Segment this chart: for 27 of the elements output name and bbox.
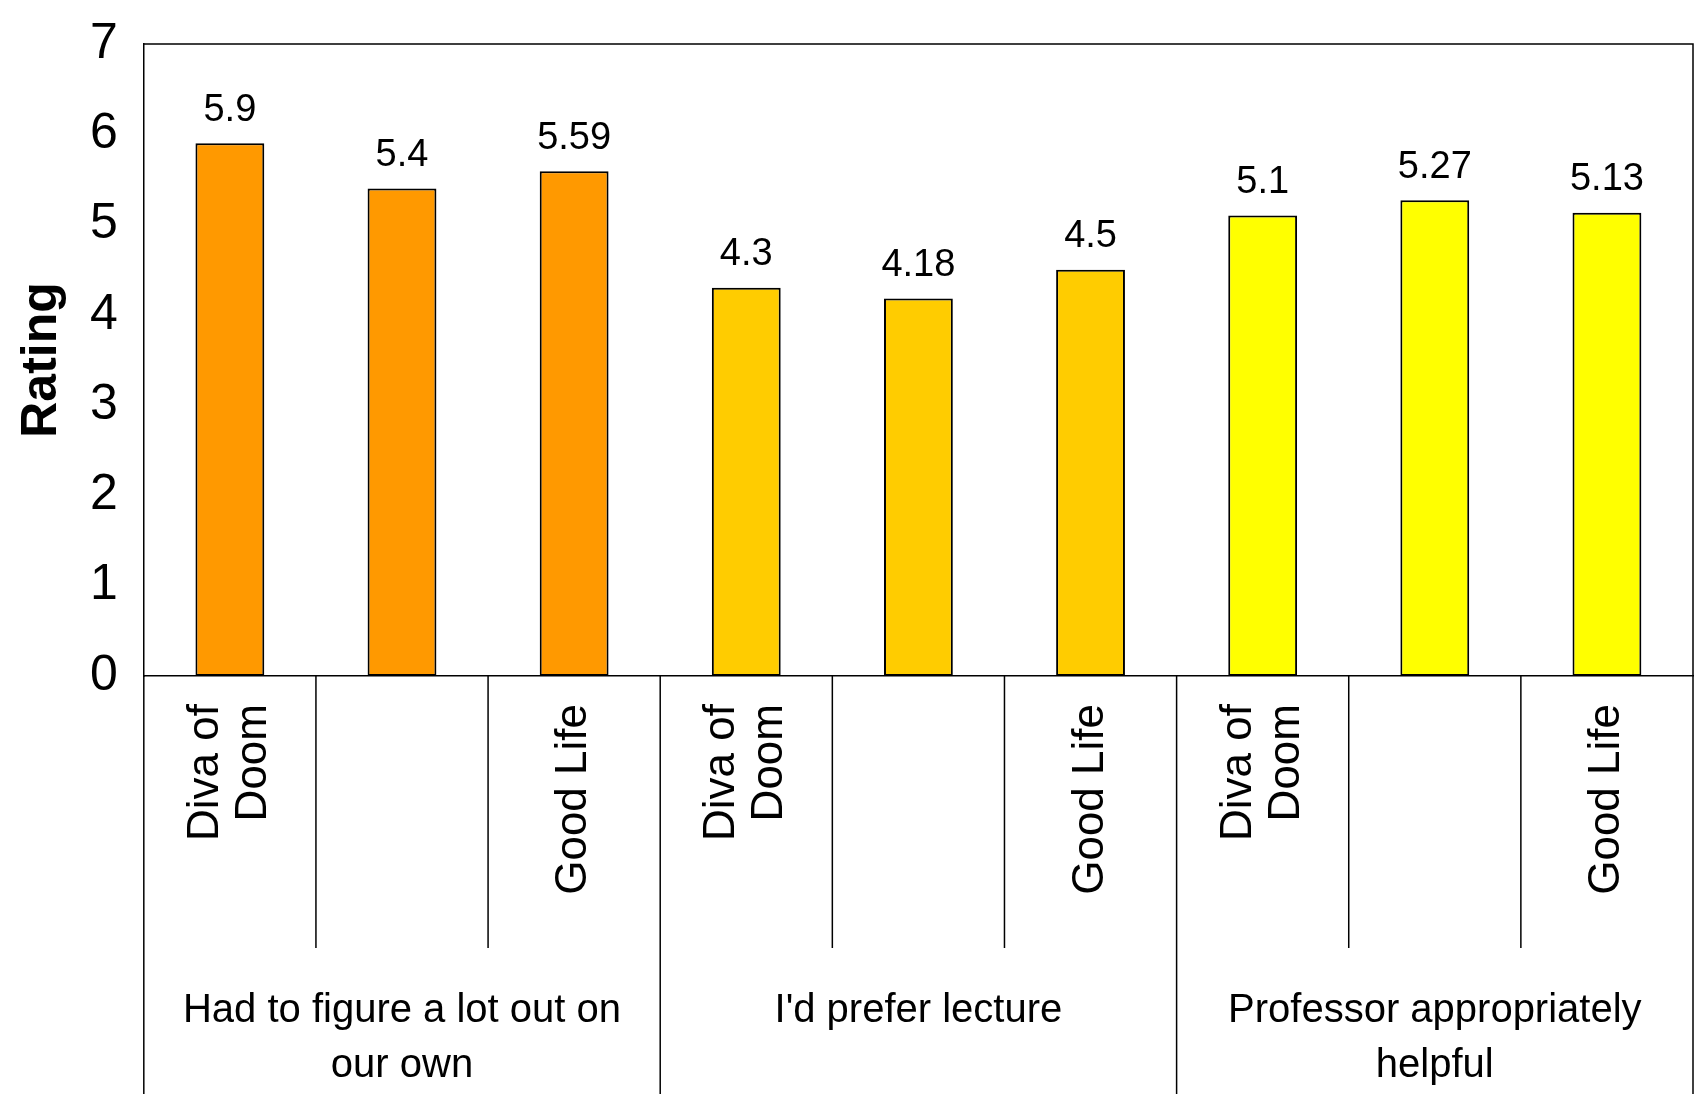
y-tick-label: 6 xyxy=(90,103,118,160)
x-tick-label: Good Life xyxy=(546,704,596,895)
data-label: 5.13 xyxy=(1569,156,1644,199)
y-axis-title: Rating xyxy=(10,282,67,438)
text: I'd prefer lecture xyxy=(774,986,1063,1031)
y-tick-label: 1 xyxy=(90,554,118,611)
y-tick-label: 0 xyxy=(90,644,118,701)
x-tick-label: Diva of Doom xyxy=(178,703,276,841)
x-tick-label: Good Life xyxy=(1062,704,1112,895)
text: Had to figure a lot out on our own xyxy=(182,986,622,1086)
y-tick-label: 2 xyxy=(90,464,118,521)
data-label: 5.9 xyxy=(203,86,257,129)
data-label: 4.3 xyxy=(719,231,773,274)
y-tick-label: 4 xyxy=(90,283,118,340)
data-label: 4.5 xyxy=(1064,213,1117,256)
text: Professor appropriately helpful xyxy=(1228,986,1642,1086)
data-label: 5.4 xyxy=(375,131,429,174)
data-label: 5.59 xyxy=(537,114,612,157)
y-tick-label: 7 xyxy=(90,12,118,69)
y-tick-label: 5 xyxy=(90,193,118,250)
data-label: 5.27 xyxy=(1397,143,1472,186)
x-tick-label: Diva of Doom xyxy=(1210,703,1308,841)
data-label: 4.18 xyxy=(881,242,956,285)
x-tick-label: Good Life xyxy=(1579,704,1629,895)
y-tick-label: 3 xyxy=(90,373,118,430)
x-tick-label: Diva of Doom xyxy=(694,703,792,841)
data-label: 5.1 xyxy=(1236,159,1290,202)
